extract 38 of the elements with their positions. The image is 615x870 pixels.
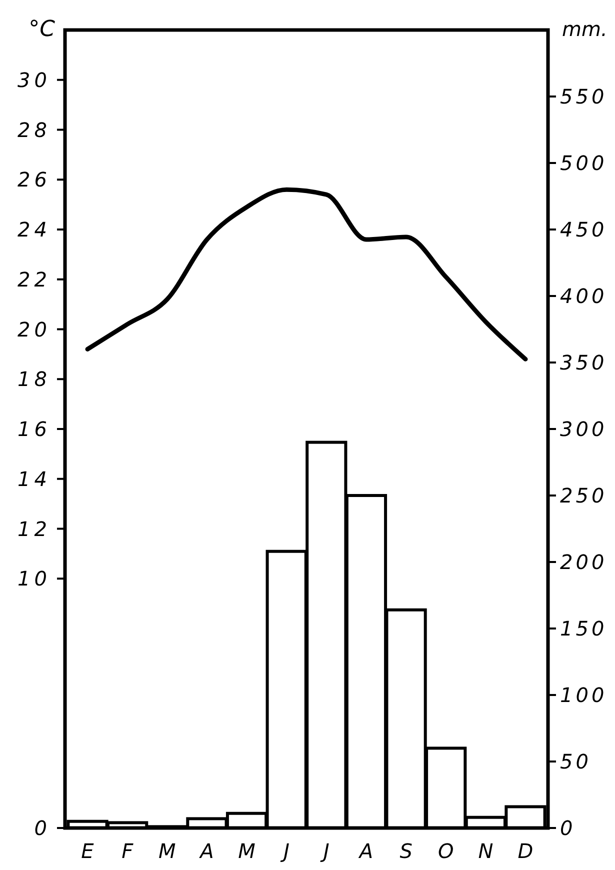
x-tick-label: F xyxy=(122,839,134,863)
x-tick-label: J xyxy=(319,839,330,863)
y2-tick-label: 0 xyxy=(560,816,576,840)
y-tick-label: 14 xyxy=(18,466,51,491)
y2-tick-label: 250 xyxy=(560,484,608,508)
y2-tick-label: 500 xyxy=(560,151,608,175)
y2-tick-label: 350 xyxy=(560,350,608,374)
y-tick-label: 30 xyxy=(18,68,51,92)
y-tick-label: 28 xyxy=(18,118,51,142)
y2-tick-label: 450 xyxy=(560,218,608,242)
y2-tick-label: 50 xyxy=(560,750,592,774)
x-tick-label: M xyxy=(238,839,256,863)
x-tick-label: J xyxy=(280,839,290,863)
y2-tick-label: 150 xyxy=(560,616,608,640)
y-tick-label: 12 xyxy=(18,516,51,541)
x-tick-label: O xyxy=(438,839,454,863)
x-tick-label: A xyxy=(198,839,214,863)
y2-tick-label: 550 xyxy=(560,84,608,108)
y-axis-title: °C xyxy=(28,17,56,42)
x-tick-label: M xyxy=(158,839,176,863)
x-tick-label: N xyxy=(478,839,494,863)
x-tick-label: A xyxy=(357,839,374,863)
y2-axis-title: mm. xyxy=(562,17,608,41)
x-tick-label: S xyxy=(400,839,413,863)
y-tick-label: 26 xyxy=(18,168,51,192)
x-tick-label: D xyxy=(518,839,534,863)
y-tick-label: 16 xyxy=(18,417,51,441)
x-tick-label: E xyxy=(81,839,94,863)
y-tick-label: 24 xyxy=(18,218,51,242)
y2-tick-label: 300 xyxy=(560,417,608,441)
y2-tick-label: 400 xyxy=(560,284,608,308)
y-tick-label: 22 xyxy=(18,267,51,292)
y2-tick-label: 100 xyxy=(560,683,608,707)
y-tick-label: 18 xyxy=(18,367,51,392)
y-tick-label: 10 xyxy=(18,566,51,591)
y2-tick-label: 200 xyxy=(560,550,608,574)
y-tick-label: 0 xyxy=(34,816,51,840)
y-tick-label: 20 xyxy=(18,317,51,342)
